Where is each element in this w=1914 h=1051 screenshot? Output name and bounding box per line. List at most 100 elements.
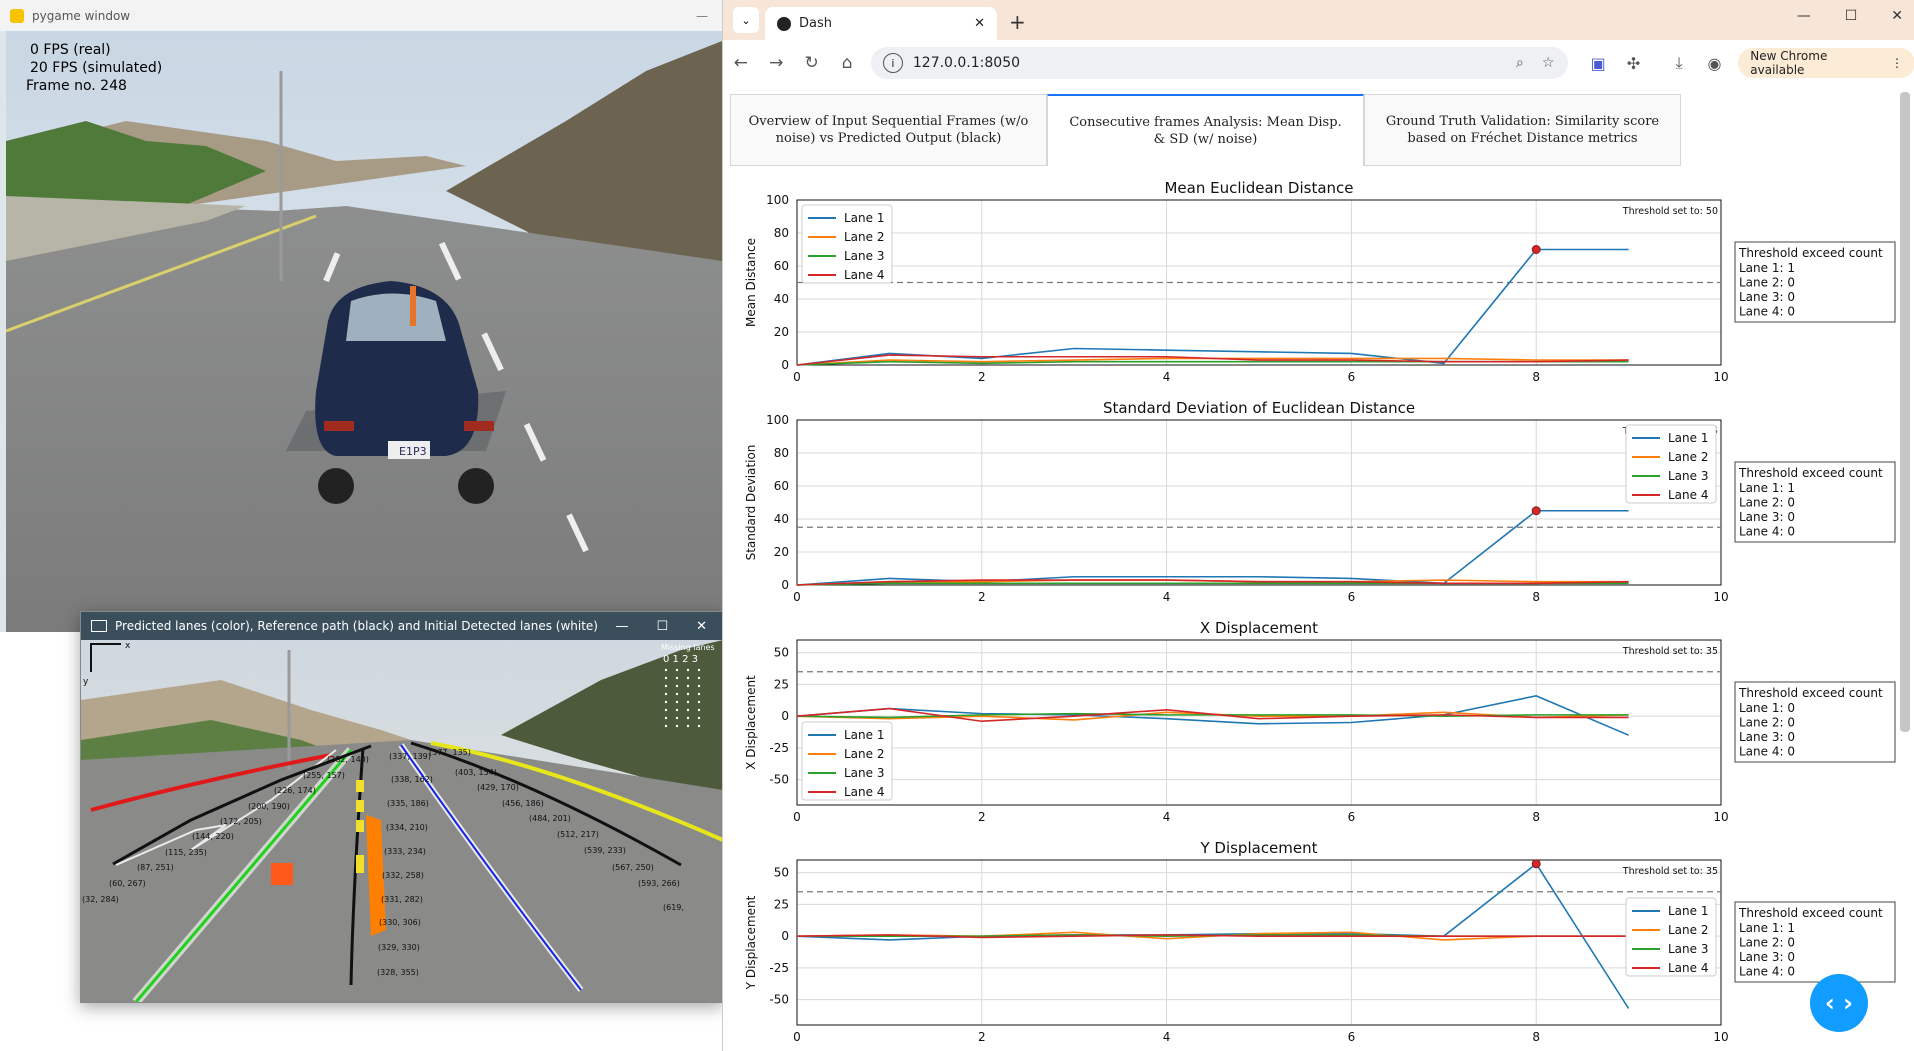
x-tick-label: 8 bbox=[1532, 810, 1540, 824]
close-tab-icon[interactable]: ✕ bbox=[974, 16, 985, 31]
missing-lanes-grid bbox=[664, 668, 701, 728]
threshold-count-entry: Lane 1: 1 bbox=[1739, 261, 1795, 275]
menu-kebab-icon[interactable]: ⋮ bbox=[1891, 56, 1904, 70]
browser-tab-dash[interactable]: Dash ✕ bbox=[765, 7, 997, 40]
y-tick-label: 0 bbox=[781, 709, 789, 723]
maximize-icon[interactable]: ☐ bbox=[656, 618, 669, 634]
legend-entry: Lane 3 bbox=[844, 766, 884, 780]
threshold-count-entry: Lane 3: 0 bbox=[1739, 730, 1795, 744]
threshold-count-box bbox=[1734, 461, 1896, 543]
missing-lane-dot bbox=[686, 724, 690, 728]
back-icon[interactable]: ← bbox=[733, 53, 748, 73]
new-chrome-available-button[interactable]: New Chrome available ⋮ bbox=[1738, 48, 1914, 78]
pygame-titlebar[interactable]: pygame window — bbox=[0, 0, 722, 31]
threshold-count-entry: Lane 3: 0 bbox=[1739, 510, 1795, 524]
point-labels: (282, 140) (337, 139)(377, 135) (255, 157)… bbox=[82, 748, 684, 977]
x-tick-label: 0 bbox=[793, 590, 801, 604]
x-tick-label: 8 bbox=[1532, 370, 1540, 384]
plot-frame bbox=[796, 859, 1722, 1026]
threshold-count-title: Threshold exceed count bbox=[1738, 466, 1883, 480]
lanes-scene: x y Missing lanes 0 1 2 3 (282, 140) (337… bbox=[81, 640, 723, 1002]
lane-point-label: (567, 250) bbox=[612, 863, 654, 872]
threshold-count-entry: Lane 2: 0 bbox=[1739, 496, 1795, 510]
legend-entry: Lane 2 bbox=[1668, 923, 1708, 937]
lanes-title: Predicted lanes (color), Reference path … bbox=[115, 619, 598, 633]
lane-point-label: (539, 233) bbox=[584, 846, 626, 855]
legend-entry: Lane 2 bbox=[844, 747, 884, 761]
x-tick-label: 2 bbox=[978, 590, 986, 604]
y-axis-label: Y Displacement bbox=[744, 895, 758, 990]
page-scrollbar[interactable] bbox=[1900, 92, 1910, 732]
site-info-icon[interactable]: i bbox=[882, 53, 903, 73]
missing-lane-dot bbox=[686, 716, 690, 720]
lane-point-label: (144, 220) bbox=[192, 832, 234, 841]
missing-lane-dot bbox=[664, 684, 668, 688]
zoom-icon[interactable]: ⌕ bbox=[1515, 55, 1524, 71]
x-tick-label: 2 bbox=[978, 810, 986, 824]
legend-entry: Lane 3 bbox=[844, 249, 884, 263]
missing-lane-dot bbox=[686, 700, 690, 704]
missing-lane-dot bbox=[686, 692, 690, 696]
maximize-icon[interactable]: ☐ bbox=[1844, 8, 1858, 24]
close-icon[interactable]: ✕ bbox=[696, 618, 707, 634]
lane-point-label: (329, 330) bbox=[378, 943, 420, 952]
pygame-title: pygame window bbox=[32, 8, 131, 23]
missing-lane-dot bbox=[686, 684, 690, 688]
y-tick-label: 100 bbox=[766, 413, 789, 427]
browser-tab-title: Dash bbox=[799, 16, 832, 31]
forward-icon[interactable]: → bbox=[769, 53, 784, 73]
legend-entry: Lane 4 bbox=[1668, 961, 1708, 975]
y-axis-label: Mean Distance bbox=[744, 238, 758, 327]
extensions-puzzle-icon[interactable]: ✣ bbox=[1626, 53, 1641, 73]
tab-search-icon[interactable]: ⌄ bbox=[733, 7, 759, 33]
home-icon[interactable]: ⌂ bbox=[841, 53, 853, 73]
lanes-titlebar[interactable]: Predicted lanes (color), Reference path … bbox=[81, 612, 723, 640]
window-icon bbox=[91, 620, 107, 632]
missing-lane-dot bbox=[675, 716, 679, 720]
x-tick-label: 10 bbox=[1713, 590, 1728, 604]
tab-overview[interactable]: Overview of Input Sequential Frames (w/o… bbox=[730, 94, 1047, 166]
x-tick-label: 4 bbox=[1163, 590, 1171, 604]
extension-icon[interactable]: ▣ bbox=[1590, 53, 1606, 73]
legend-entry: Lane 3 bbox=[1668, 942, 1708, 956]
y-tick-label: 40 bbox=[774, 512, 789, 526]
missing-lane-dot bbox=[675, 708, 679, 712]
tab-ground-truth[interactable]: Ground Truth Validation: Similarity scor… bbox=[1364, 94, 1681, 166]
minimize-icon[interactable]: — bbox=[615, 618, 629, 634]
profile-icon[interactable]: ◉ bbox=[1707, 53, 1722, 73]
missing-lane-dot bbox=[697, 700, 701, 704]
missing-lane-dot bbox=[675, 676, 679, 680]
bookmark-star-icon[interactable]: ☆ bbox=[1541, 55, 1555, 71]
lane-point-label: (282, 140) bbox=[327, 755, 369, 764]
y-tick-label: 20 bbox=[774, 545, 789, 559]
axis-x-label: x bbox=[125, 641, 131, 651]
y-tick-label: 20 bbox=[774, 325, 789, 339]
data-point bbox=[1531, 506, 1541, 516]
url-text[interactable]: 127.0.0.1:8050 bbox=[912, 55, 1021, 71]
new-tab-icon[interactable]: + bbox=[1009, 10, 1026, 34]
minimize-icon[interactable]: — bbox=[696, 8, 708, 23]
reload-icon[interactable]: ↻ bbox=[804, 53, 819, 73]
y-tick-label: 25 bbox=[774, 677, 789, 691]
missing-lane-dot bbox=[664, 676, 668, 680]
y-tick-label: 60 bbox=[774, 259, 789, 273]
minimize-icon[interactable]: — bbox=[1796, 8, 1811, 24]
download-icon[interactable]: ⤓ bbox=[1675, 53, 1683, 72]
plot-frame bbox=[796, 639, 1722, 806]
close-icon[interactable]: ✕ bbox=[1891, 8, 1903, 24]
lane-point-label: (32, 284) bbox=[82, 895, 119, 904]
dash-debug-button[interactable]: ‹ › bbox=[1810, 974, 1868, 1032]
legend-entry: Lane 1 bbox=[844, 211, 884, 225]
lane-point-label: (337, 139) bbox=[389, 752, 431, 761]
x-tick-label: 8 bbox=[1532, 1030, 1540, 1044]
address-bar[interactable]: i 127.0.0.1:8050 ⌕ ☆ bbox=[870, 47, 1569, 79]
x-tick-label: 4 bbox=[1163, 1030, 1171, 1044]
missing-lane-dot bbox=[697, 724, 701, 728]
tab-consecutive-analysis[interactable]: Consecutive frames Analysis: Mean Disp. … bbox=[1047, 94, 1364, 166]
lane-point-label: (200, 190) bbox=[248, 802, 290, 811]
y-tick-label: 60 bbox=[774, 479, 789, 493]
lane-point-label: (338, 162) bbox=[391, 775, 433, 784]
x-tick-label: 0 bbox=[793, 1030, 801, 1044]
legend: Lane 1 Lane 2 Lane 3 Lane 4 bbox=[1625, 897, 1717, 977]
